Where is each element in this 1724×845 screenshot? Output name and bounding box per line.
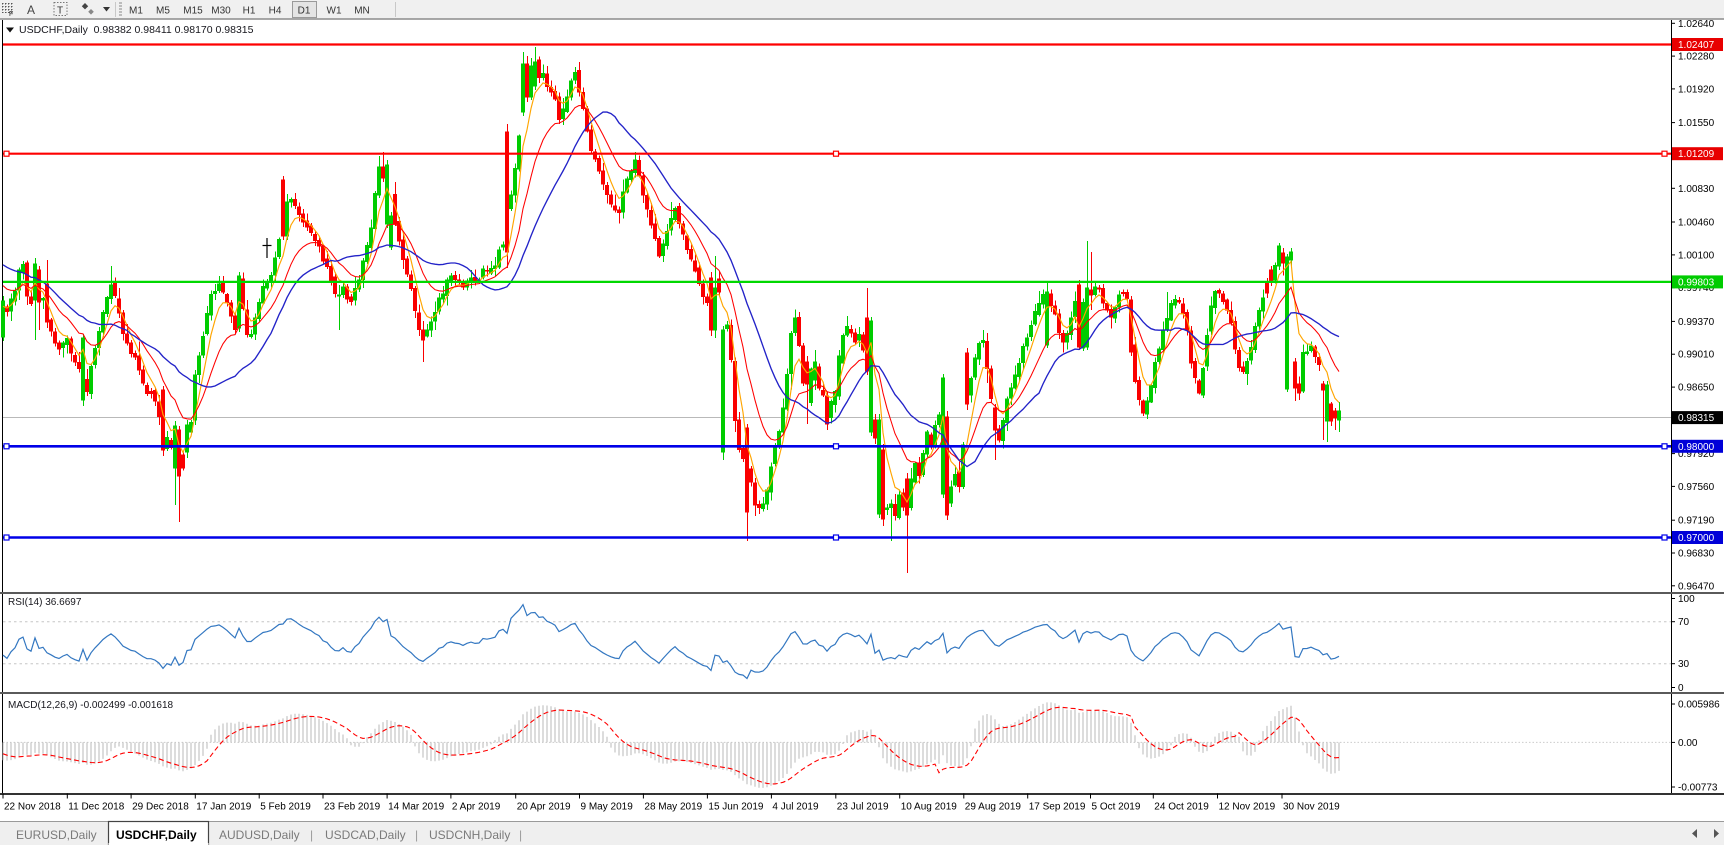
- svg-text:0.97920: 0.97920: [1678, 449, 1715, 460]
- svg-text:1.01550: 1.01550: [1678, 118, 1715, 129]
- svg-text:17 Sep 2019: 17 Sep 2019: [1029, 802, 1086, 813]
- svg-text:F: F: [9, 11, 13, 18]
- svg-text:1.02407: 1.02407: [1678, 40, 1715, 51]
- svg-text:|: |: [310, 828, 313, 842]
- svg-text:4 Jul 2019: 4 Jul 2019: [772, 802, 819, 813]
- svg-text:0.00: 0.00: [1678, 738, 1698, 749]
- svg-text:T: T: [57, 6, 63, 17]
- svg-text:15 Jun 2019: 15 Jun 2019: [708, 802, 763, 813]
- svg-text:0.97000: 0.97000: [1678, 533, 1715, 544]
- svg-text:17 Jan 2019: 17 Jan 2019: [196, 802, 251, 813]
- svg-text:0.99370: 0.99370: [1678, 317, 1715, 328]
- svg-text:H1: H1: [243, 6, 256, 17]
- svg-text:10 Aug 2019: 10 Aug 2019: [901, 802, 958, 813]
- svg-text:23 Feb 2019: 23 Feb 2019: [324, 802, 381, 813]
- svg-text:1.02640: 1.02640: [1678, 19, 1715, 30]
- svg-text:14 Mar 2019: 14 Mar 2019: [388, 802, 445, 813]
- svg-text:23 Jul 2019: 23 Jul 2019: [837, 802, 889, 813]
- svg-text:USDCHF,Daily 0.98382 0.98411: USDCHF,Daily 0.98382 0.98411 0.98170 0.9…: [19, 24, 254, 36]
- svg-text:100: 100: [1678, 594, 1695, 605]
- svg-text:0.97190: 0.97190: [1678, 516, 1715, 527]
- svg-text:5 Oct 2019: 5 Oct 2019: [1092, 802, 1141, 813]
- svg-text:USDCAD,Daily: USDCAD,Daily: [325, 828, 406, 842]
- svg-text:M15: M15: [183, 6, 203, 17]
- svg-text:1.00460: 1.00460: [1678, 218, 1715, 229]
- svg-text:29 Aug 2019: 29 Aug 2019: [965, 802, 1022, 813]
- svg-text:RSI(14) 36.6697: RSI(14) 36.6697: [8, 597, 82, 608]
- svg-text:30 Nov 2019: 30 Nov 2019: [1283, 802, 1340, 813]
- svg-text:0.99010: 0.99010: [1678, 350, 1715, 361]
- svg-text:EURUSD,Daily: EURUSD,Daily: [16, 828, 97, 842]
- svg-text:H4: H4: [269, 6, 282, 17]
- svg-text:1.00830: 1.00830: [1678, 184, 1715, 195]
- svg-text:29 Dec 2018: 29 Dec 2018: [132, 802, 189, 813]
- svg-text:M30: M30: [211, 6, 231, 17]
- svg-text:USDCHF,Daily: USDCHF,Daily: [116, 828, 197, 842]
- svg-text:20 Apr 2019: 20 Apr 2019: [517, 802, 571, 813]
- svg-text:2 Apr 2019: 2 Apr 2019: [452, 802, 501, 813]
- svg-text:1.00100: 1.00100: [1678, 250, 1715, 261]
- svg-text:12 Nov 2019: 12 Nov 2019: [1219, 802, 1276, 813]
- svg-text:USDCNH,Daily: USDCNH,Daily: [429, 828, 510, 842]
- svg-text:A: A: [27, 3, 35, 17]
- svg-text:M5: M5: [156, 6, 170, 17]
- svg-text:MN: MN: [354, 6, 370, 17]
- svg-text:24 Oct 2019: 24 Oct 2019: [1154, 802, 1209, 813]
- svg-text:9 May 2019: 9 May 2019: [581, 802, 634, 813]
- svg-text:0.96470: 0.96470: [1678, 581, 1715, 592]
- svg-text:0: 0: [1678, 683, 1684, 694]
- svg-text:-0.00773: -0.00773: [1678, 783, 1718, 794]
- svg-text:70: 70: [1678, 617, 1690, 628]
- svg-text:0.98000: 0.98000: [1678, 442, 1715, 453]
- svg-text:1.02280: 1.02280: [1678, 52, 1715, 63]
- svg-text:M1: M1: [129, 6, 143, 17]
- svg-text:0.96830: 0.96830: [1678, 549, 1715, 560]
- svg-text:30: 30: [1678, 659, 1690, 670]
- svg-text:0.005986: 0.005986: [1678, 700, 1720, 711]
- svg-text:|: |: [519, 828, 522, 842]
- svg-text:0.99740: 0.99740: [1678, 283, 1715, 294]
- svg-text:1.01209: 1.01209: [1678, 149, 1715, 160]
- svg-text:|: |: [415, 828, 418, 842]
- svg-text:1.01920: 1.01920: [1678, 84, 1715, 95]
- svg-text:28 May 2019: 28 May 2019: [644, 802, 702, 813]
- svg-text:22 Nov 2018: 22 Nov 2018: [4, 802, 61, 813]
- svg-text:0.99803: 0.99803: [1678, 277, 1715, 288]
- svg-text:D1: D1: [298, 6, 311, 17]
- svg-text:W1: W1: [327, 6, 342, 17]
- svg-text:11 Dec 2018: 11 Dec 2018: [68, 802, 124, 813]
- svg-text:MACD(12,26,9) -0.002499 -0.001: MACD(12,26,9) -0.002499 -0.001618: [8, 700, 174, 711]
- svg-text:0.98650: 0.98650: [1678, 383, 1715, 394]
- svg-text:0.97560: 0.97560: [1678, 482, 1715, 493]
- svg-text:AUDUSD,Daily: AUDUSD,Daily: [219, 828, 300, 842]
- svg-text:0.98315: 0.98315: [1678, 413, 1715, 424]
- svg-text:5 Feb 2019: 5 Feb 2019: [260, 802, 311, 813]
